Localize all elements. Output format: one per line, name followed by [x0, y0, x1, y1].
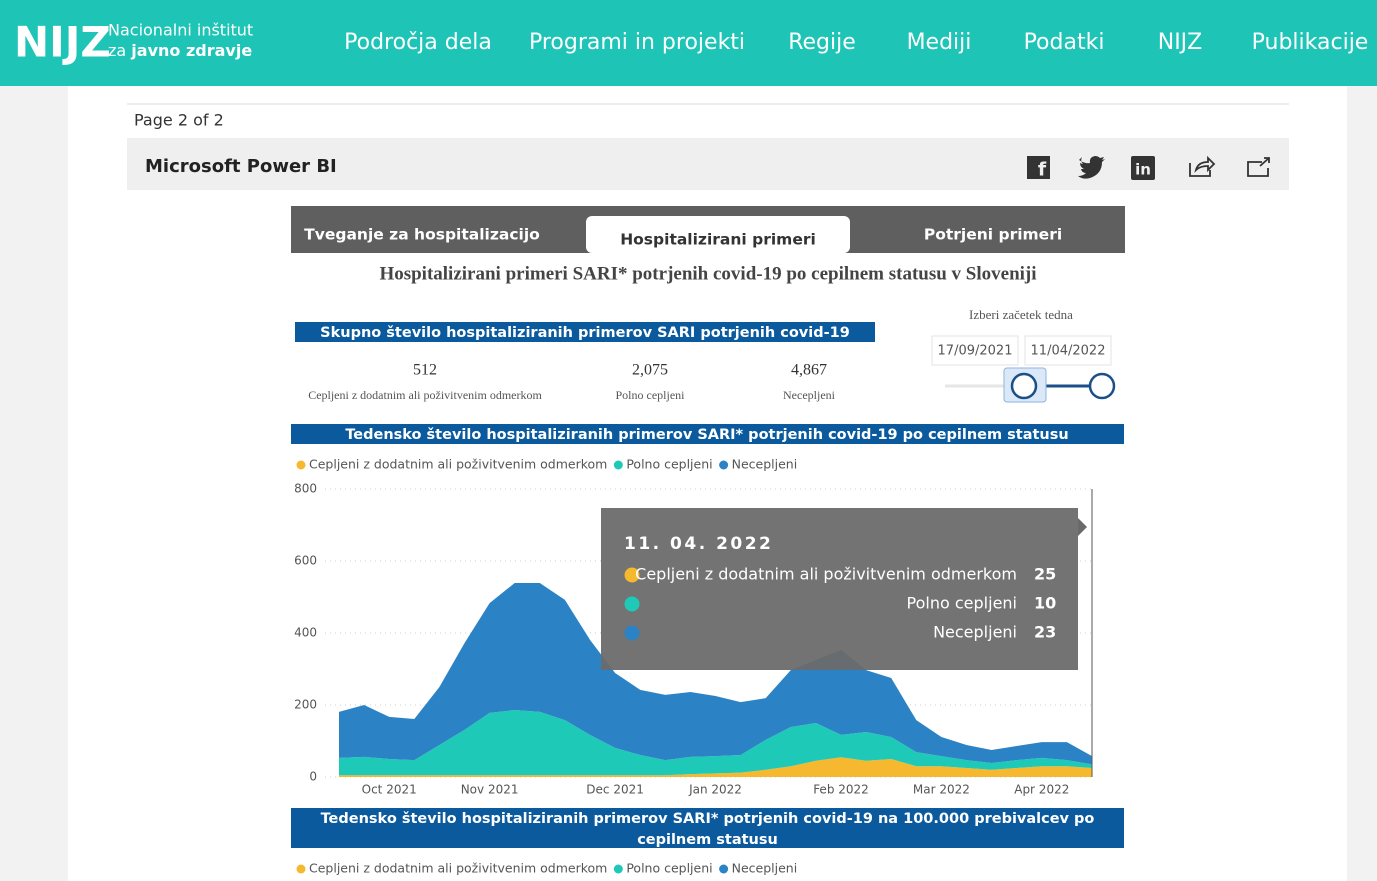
embed-title: Microsoft Power BI: [145, 156, 337, 177]
tooltip-label: Cepljeni z dodatnim ali poživitvenim odm…: [635, 565, 1017, 584]
legend-label: Necepljeni: [732, 861, 798, 876]
slider-knob[interactable]: [1010, 372, 1038, 400]
nav-item[interactable]: NIJZ: [1158, 30, 1203, 55]
logo-bold: javno zdravje: [130, 41, 252, 60]
nav-item[interactable]: Publikacije: [1252, 30, 1369, 55]
tooltip: 11. 04. 2022 Cepljeni z dodatnim ali pož…: [601, 508, 1087, 670]
kpi-label: Necepljeni: [783, 388, 836, 402]
legend-label: Cepljeni z dodatnim ali poživitvenim odm…: [309, 457, 607, 472]
legend-dot: [613, 864, 623, 874]
tab[interactable]: Tveganje za hospitalizacijo: [304, 226, 540, 244]
tooltip-value: 23: [1034, 623, 1056, 642]
logo-line: Nacionalni inštitut: [108, 21, 253, 40]
svg-text:in: in: [1135, 161, 1151, 179]
legend-dot: [613, 460, 623, 470]
linkedin-icon[interactable]: in: [1131, 156, 1155, 180]
tooltip-date: 11. 04. 2022: [624, 534, 773, 554]
side-bg: [0, 86, 68, 881]
x-tick-label: Mar 2022: [913, 783, 970, 797]
kpi-label: Cepljeni z dodatnim ali poživitvenim odm…: [308, 388, 542, 402]
open-icon[interactable]: [1247, 157, 1270, 177]
active-tab: [586, 216, 850, 253]
tooltip-pointer: [1078, 518, 1087, 536]
slider-knob[interactable]: [1088, 372, 1116, 400]
y-tick-label: 200: [294, 698, 317, 712]
area: [339, 757, 1092, 777]
facebook-icon[interactable]: f: [1027, 156, 1050, 181]
page-indicator: Page 2 of 2: [134, 111, 224, 130]
chart-title: Tedensko število hospitaliziranih primer…: [345, 427, 1068, 443]
date-box[interactable]: [1024, 335, 1112, 366]
legend-dot: [296, 864, 306, 874]
kpi-value: 512: [413, 362, 437, 379]
legend-label: Polno cepljeni: [626, 457, 712, 472]
nav-item[interactable]: Programi in projekti: [529, 30, 745, 55]
nav-item[interactable]: Mediji: [907, 30, 972, 55]
logo[interactable]: NIJZ: [14, 18, 111, 67]
legend-label: Cepljeni z dodatnim ali poživitvenim odm…: [309, 861, 607, 876]
tab[interactable]: Potrjeni primeri: [924, 226, 1062, 244]
second-chart-title: Tedensko število hospitaliziranih primer…: [291, 808, 1124, 848]
slicer-label: Izberi začetek tedna: [969, 307, 1073, 322]
kpi-label: Polno cepljeni: [616, 388, 686, 402]
legend-dot: [296, 460, 306, 470]
area: [339, 710, 1092, 776]
side-bg: [1347, 86, 1377, 881]
tooltip-box: [601, 508, 1078, 670]
tooltip-dot: [624, 567, 640, 583]
y-tick-label: 800: [294, 482, 317, 496]
tooltip-label: Polno cepljeni: [907, 594, 1017, 613]
report-title: Hospitalizirani primeri SARI* potrjenih …: [379, 263, 1036, 284]
x-tick-label: Oct 2021: [362, 783, 417, 797]
plot: Cepljeni z dodatnim ali poživitvenim odm…: [294, 457, 1093, 876]
kpi-title: Skupno število hospitaliziranih primerov…: [320, 325, 850, 341]
kpi-header: [295, 322, 875, 342]
logo-line: za javno zdravje: [108, 41, 252, 60]
tooltip-dot: [624, 596, 640, 612]
chart-header: [291, 424, 1124, 444]
x-tick-label: Jan 2022: [688, 783, 742, 797]
logo-prefix: za: [108, 41, 126, 60]
date-box[interactable]: [931, 335, 1019, 366]
kpi-value: 4,867: [791, 362, 827, 379]
kpi-value: 2,075: [632, 362, 668, 379]
x-tick-label: Nov 2021: [461, 783, 519, 797]
slicer-end: 11/04/2022: [1031, 344, 1106, 359]
tooltip-value: 25: [1034, 565, 1056, 584]
nav-item[interactable]: Podatki: [1024, 30, 1105, 55]
x-tick-label: Dec 2021: [586, 783, 644, 797]
slicer-start: 17/09/2021: [938, 344, 1013, 359]
legend-label: Necepljeni: [732, 457, 798, 472]
twitter-icon[interactable]: [1078, 156, 1105, 179]
nav-item[interactable]: Regije: [788, 30, 856, 55]
tooltip-value: 10: [1034, 594, 1056, 613]
area: [339, 582, 1092, 765]
share-icon[interactable]: [1189, 155, 1216, 177]
legend-label: Polno cepljeni: [626, 861, 712, 876]
nav-bar: [0, 0, 1377, 86]
legend-dot: [719, 460, 729, 470]
legend-dot: [719, 864, 729, 874]
tooltip-dot: [624, 625, 640, 641]
x-tick-label: Apr 2022: [1014, 783, 1069, 797]
svg-text:f: f: [1038, 159, 1047, 181]
tab[interactable]: Hospitalizirani primeri: [620, 231, 816, 249]
x-tick-label: Feb 2022: [813, 783, 869, 797]
y-tick-label: 400: [294, 626, 317, 640]
nav-item[interactable]: Področja dela: [344, 30, 492, 55]
y-tick-label: 0: [309, 770, 317, 784]
tooltip-label: Necepljeni: [933, 623, 1017, 642]
y-tick-label: 600: [294, 554, 317, 568]
